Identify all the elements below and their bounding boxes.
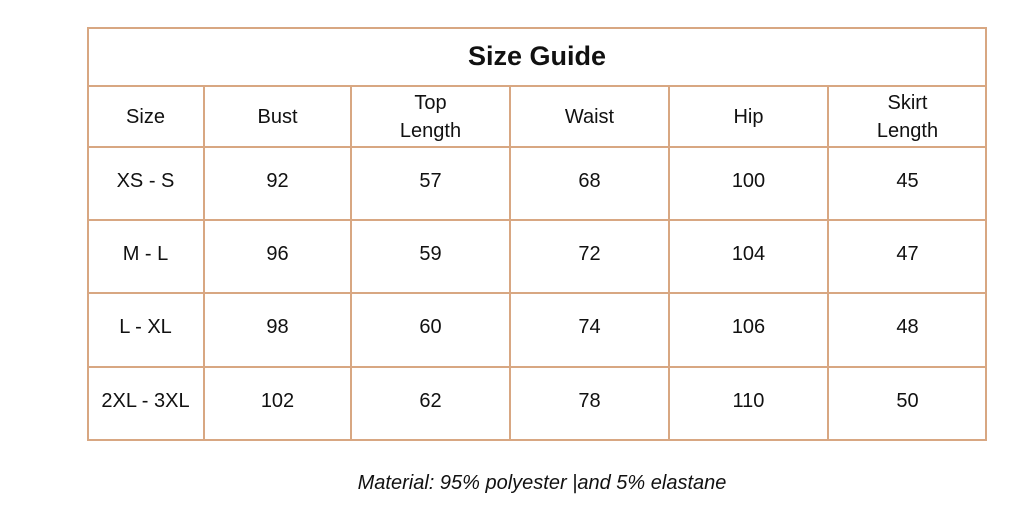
measurement-cell: 57 xyxy=(419,169,442,192)
row-divider xyxy=(87,219,987,221)
measurement-cell: 98 xyxy=(266,316,289,338)
column-header: Hip xyxy=(733,105,764,128)
measurement-cell: 102 xyxy=(260,390,295,412)
size-guide-table xyxy=(87,27,987,441)
column-header: Size xyxy=(126,105,165,128)
measurement-cell: 78 xyxy=(578,390,601,412)
measurement-cell: 47 xyxy=(896,242,919,265)
measurement-cell: 62 xyxy=(419,390,442,412)
material-note: Material: 95% polyester |and 5% elastane xyxy=(357,472,727,494)
measurement-cell: 72 xyxy=(578,242,601,265)
row-divider xyxy=(87,366,987,368)
size-label-cell: 2XL - 3XL xyxy=(101,390,190,412)
measurement-cell: 106 xyxy=(731,316,766,338)
column-header: Bust xyxy=(257,105,298,128)
row-divider xyxy=(87,85,987,87)
column-divider xyxy=(203,86,205,441)
measurement-cell: 48 xyxy=(896,316,919,338)
column-divider xyxy=(827,86,829,441)
column-header: Waist xyxy=(564,105,615,128)
measurement-cell: 92 xyxy=(266,169,289,192)
row-divider xyxy=(87,146,987,148)
measurement-cell: 104 xyxy=(731,242,766,265)
size-label-cell: M - L xyxy=(122,242,169,265)
column-divider xyxy=(509,86,511,441)
size-label-cell: L - XL xyxy=(119,316,172,338)
measurement-cell: 50 xyxy=(896,390,919,412)
column-divider xyxy=(668,86,670,441)
measurement-cell: 68 xyxy=(578,169,601,192)
size-label-cell: XS - S xyxy=(116,169,175,192)
column-divider xyxy=(350,86,352,441)
column-header: Skirt Length xyxy=(876,91,939,142)
measurement-cell: 60 xyxy=(419,316,442,338)
measurement-cell: 59 xyxy=(419,242,442,265)
measurement-cell: 110 xyxy=(732,390,765,412)
measurement-cell: 100 xyxy=(731,169,766,192)
measurement-cell: 74 xyxy=(578,316,601,338)
measurement-cell: 96 xyxy=(266,242,289,265)
measurement-cell: 45 xyxy=(896,169,919,192)
row-divider xyxy=(87,292,987,294)
table-title: Size Guide xyxy=(467,41,607,71)
column-header: Top Length xyxy=(399,91,462,142)
